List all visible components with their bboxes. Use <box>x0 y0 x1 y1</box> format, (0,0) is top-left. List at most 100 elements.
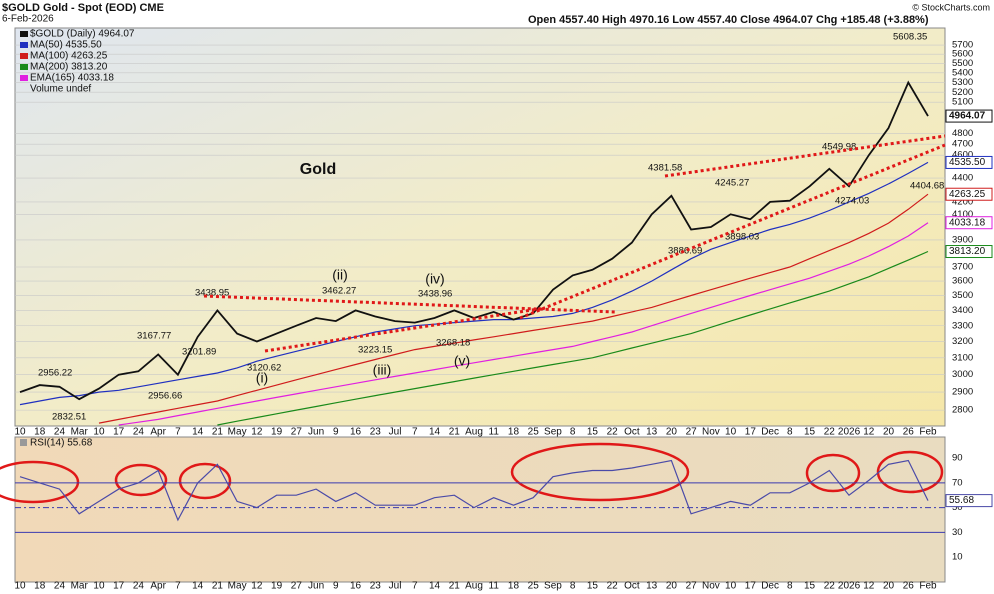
x-tick-label: 27 <box>291 427 303 438</box>
y-tick-label: 4400 <box>952 173 973 184</box>
x-tick-label: 12 <box>863 427 875 438</box>
y-tick-label: 5300 <box>952 77 973 88</box>
x-tick-label: Apr <box>150 427 166 438</box>
annotation: (i) <box>256 370 268 386</box>
price-panel <box>14 27 946 427</box>
x-tick-label: 12 <box>251 427 263 438</box>
x-tick-label: 23 <box>370 581 382 592</box>
x-tick-label: 10 <box>93 581 105 592</box>
axis-tag: 4535.50 <box>949 157 986 168</box>
x-tick-label: 20 <box>666 427 678 438</box>
x-tick-label: 17 <box>113 581 125 592</box>
axis-tag: 3813.20 <box>949 246 986 257</box>
x-tick-label: 22 <box>824 581 836 592</box>
rsi-panel <box>14 436 946 583</box>
x-tick-label: Jul <box>389 427 402 438</box>
legend-swatch <box>20 42 28 48</box>
panel-title: RSI(14) 55.68 <box>30 438 93 449</box>
x-tick-label: 14 <box>429 427 441 438</box>
y-tick-label: 90 <box>952 453 963 464</box>
axis-tag: 55.68 <box>949 495 974 506</box>
x-tick-label: 7 <box>412 427 418 438</box>
credit: © StockCharts.com <box>912 2 990 12</box>
x-tick-label: 7 <box>175 427 181 438</box>
x-tick-label: 24 <box>54 581 66 592</box>
x-tick-label: Feb <box>919 581 937 592</box>
annotation: 3120.62 <box>247 363 281 374</box>
y-tick-label: 30 <box>952 527 963 538</box>
x-tick-label: 20 <box>666 581 678 592</box>
annotation: 5608.35 <box>893 32 927 43</box>
annotation: (iv) <box>425 271 444 287</box>
x-tick-label: 10 <box>14 427 26 438</box>
y-tick-label: 3900 <box>952 234 973 245</box>
y-tick-label: 70 <box>952 477 963 488</box>
x-tick-label: Sep <box>544 581 562 592</box>
x-tick-label: 18 <box>508 581 520 592</box>
volume-label: Volume undef <box>30 84 91 95</box>
x-tick-label: 8 <box>570 581 576 592</box>
x-tick-label: 27 <box>686 581 698 592</box>
x-tick-label: 21 <box>212 581 224 592</box>
x-tick-label: Apr <box>150 581 166 592</box>
x-tick-label: 14 <box>192 581 204 592</box>
y-tick-label: 3000 <box>952 369 973 380</box>
x-tick-label: 9 <box>333 581 339 592</box>
x-tick-label: 27 <box>686 427 698 438</box>
y-tick-label: 50 <box>952 502 963 513</box>
highlight <box>114 463 168 497</box>
annotation: 3438.95 <box>195 288 229 299</box>
x-tick-label: 14 <box>429 581 441 592</box>
trendline <box>519 143 946 320</box>
series-line <box>98 193 929 424</box>
legend-label: EMA(165) 4033.18 <box>30 73 114 84</box>
y-tick-label: 2800 <box>952 405 973 416</box>
x-tick-label: 16 <box>350 581 362 592</box>
highlight <box>805 453 861 493</box>
x-tick-label: 25 <box>528 581 540 592</box>
x-tick-label: 2026 <box>838 427 861 438</box>
x-tick-label: Feb <box>919 427 937 438</box>
annotation: 3886.69 <box>668 246 702 257</box>
x-tick-label: 18 <box>508 427 520 438</box>
x-tick-label: 26 <box>903 427 915 438</box>
y-tick-label: 3100 <box>952 352 973 363</box>
y-tick-label: 2900 <box>952 387 973 398</box>
annotation: 4381.58 <box>648 163 682 174</box>
x-tick-label: 15 <box>587 427 599 438</box>
quote: Open 4557.40 High 4970.16 Low 4557.40 Cl… <box>528 14 929 26</box>
x-tick-label: 13 <box>646 427 658 438</box>
x-tick-label: May <box>228 427 247 438</box>
x-tick-label: 7 <box>175 581 181 592</box>
axis-tag-box <box>945 155 993 169</box>
x-tick-label: 24 <box>133 581 145 592</box>
y-tick-label: 5100 <box>952 97 973 108</box>
x-tick-label: 23 <box>370 427 382 438</box>
axis-tag: 4263.25 <box>949 189 986 200</box>
axis-tag: 4033.18 <box>949 217 986 228</box>
x-tick-label: Oct <box>624 427 640 438</box>
x-tick-label: 14 <box>192 427 204 438</box>
annotation: 3223.15 <box>358 345 392 356</box>
annotation: 4245.27 <box>715 178 749 189</box>
x-tick-label: 20 <box>883 581 895 592</box>
y-tick-label: 3200 <box>952 336 973 347</box>
x-tick-label: 11 <box>489 427 500 438</box>
y-tick-label: 5700 <box>952 40 973 51</box>
x-tick-label: 10 <box>14 581 26 592</box>
highlight <box>0 460 80 504</box>
x-tick-label: May <box>228 581 247 592</box>
legend-label: MA(200) 3813.20 <box>30 62 108 73</box>
y-tick-label: 3600 <box>952 276 973 287</box>
x-tick-label: 9 <box>333 427 339 438</box>
x-tick-label: 24 <box>54 427 66 438</box>
legend-label: MA(100) 4263.25 <box>30 51 108 62</box>
x-tick-label: 8 <box>570 427 576 438</box>
x-tick-label: 21 <box>449 581 461 592</box>
y-tick-label: 10 <box>952 552 963 563</box>
x-tick-label: 8 <box>787 581 793 592</box>
rsi-highlights <box>0 442 944 504</box>
x-tick-label: 27 <box>291 581 303 592</box>
legend-swatch <box>20 439 27 446</box>
